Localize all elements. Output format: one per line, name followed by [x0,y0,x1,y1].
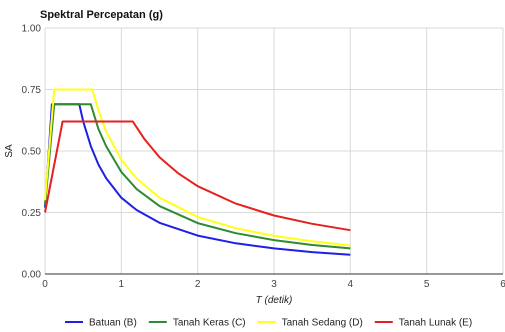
x-tick-labels: 0 1 2 3 4 5 6 [42,279,505,290]
y-tick-label: 0.00 [22,270,42,281]
legend-item-3[interactable]: Tanah Sedang (D) [257,318,363,329]
x-axis-label: T (detik) [256,295,293,306]
legend-label: Tanah Keras (C) [173,318,246,329]
legend-item-2[interactable]: Tanah Keras (C) [148,318,246,329]
legend[interactable]: Batuan (B) Tanah Keras (C) Tanah Sedang (D… [65,318,472,329]
series-lines [44,88,351,256]
chart-title: Spektral Percepatan (g) [40,9,163,21]
grid-lines [44,27,504,274]
y-tick-label: 0.25 [22,208,42,219]
y-axis-label: SA [4,144,15,158]
legend-label: Batuan (B) [89,318,137,329]
series-line-4 [44,120,351,232]
y-tick-label: 0.50 [22,147,42,158]
x-tick-label: 4 [348,279,354,290]
legend-item-4[interactable]: Tanah Lunak (E) [374,318,472,329]
legend-item-1[interactable]: Batuan (B) [65,318,137,329]
y-tick-label: 0.75 [22,85,42,96]
series-line-3 [44,88,351,247]
x-tick-label: 2 [195,279,201,290]
x-tick-label: 3 [271,279,277,290]
x-tick-label: 5 [424,279,430,290]
y-tick-label: 1.00 [22,24,42,35]
series-line-1 [44,103,351,256]
x-tick-label: 0 [42,279,48,290]
x-tick-label: 6 [500,279,505,290]
series-line-2 [44,103,351,250]
legend-label: Tanah Sedang (D) [282,318,363,329]
y-tick-labels: 0.00 0.25 0.50 0.75 1.00 [22,24,42,281]
x-tick-label: 1 [119,279,125,290]
legend-label: Tanah Lunak (E) [399,318,472,329]
